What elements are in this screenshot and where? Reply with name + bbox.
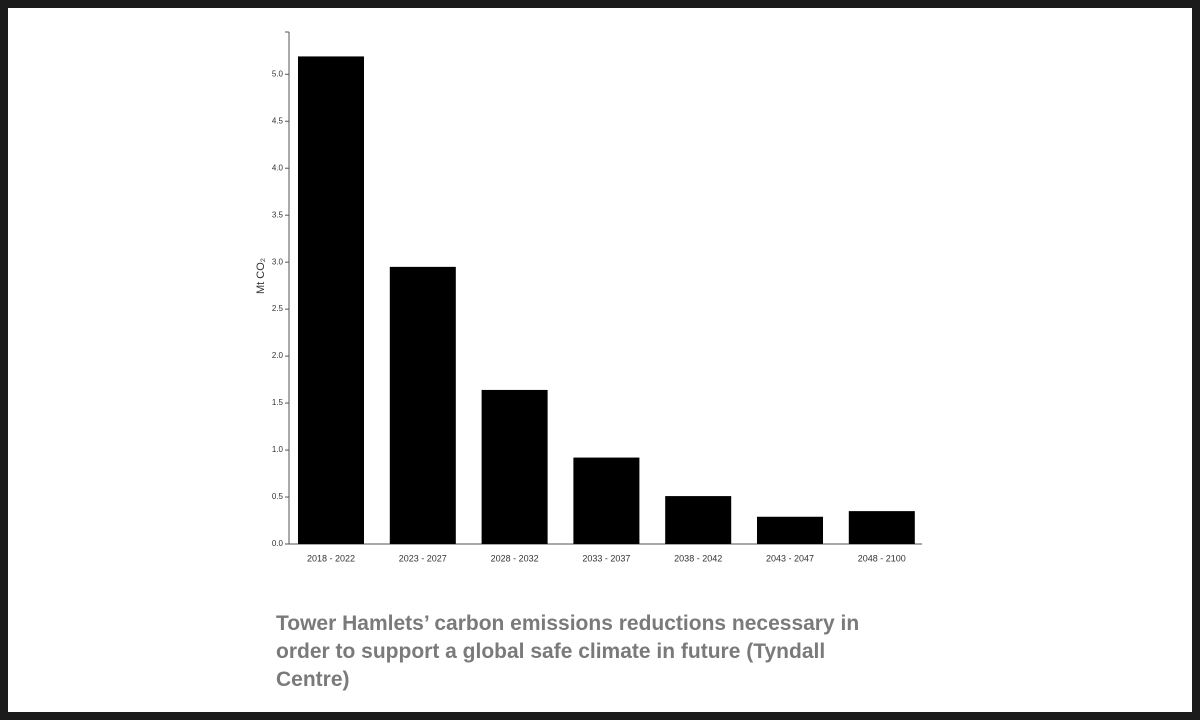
- y-tick-label: 5.0: [272, 69, 284, 78]
- panel: [8, 8, 1192, 712]
- bar: [848, 511, 915, 544]
- y-tick-label: 0.0: [272, 539, 284, 548]
- y-tick-label: 4.0: [272, 163, 284, 172]
- x-tick-label: 2043 - 2047: [766, 553, 814, 563]
- y-tick-label: 1.5: [272, 398, 284, 407]
- y-tick-label: 3.0: [272, 257, 284, 266]
- y-tick-label: 2.0: [272, 351, 284, 360]
- bar: [297, 56, 365, 544]
- y-axis-label: Mt CO₂: [255, 258, 267, 294]
- bar: [665, 496, 732, 544]
- x-tick-label: 2038 - 2042: [674, 553, 722, 563]
- y-tick-label: 4.5: [272, 116, 284, 125]
- y-tick-label: 3.5: [272, 210, 284, 219]
- x-tick-label: 2018 - 2022: [307, 553, 355, 563]
- bar: [481, 389, 548, 544]
- x-tick-label: 2028 - 2032: [491, 553, 539, 563]
- bar: [573, 457, 640, 544]
- x-tick-label: 2023 - 2027: [399, 553, 447, 563]
- caption: Tower Hamlets’ carbon emissions reductio…: [276, 612, 860, 691]
- x-tick-label: 2048 - 2100: [858, 553, 906, 563]
- y-tick-label: 1.0: [272, 445, 284, 454]
- y-tick-label: 2.5: [272, 304, 284, 313]
- y-tick-label: 0.5: [272, 492, 284, 501]
- x-tick-label: 2033 - 2037: [582, 553, 630, 563]
- bar: [389, 266, 456, 544]
- bar: [756, 516, 824, 544]
